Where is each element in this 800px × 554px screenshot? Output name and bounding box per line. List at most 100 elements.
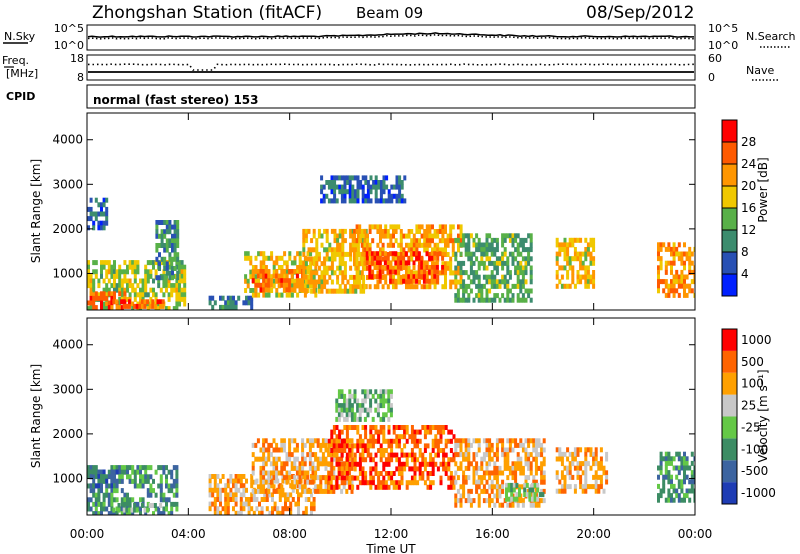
velocity-cell [157,483,161,489]
power-cell [511,256,515,262]
power-cell [412,233,416,239]
power-cell [433,247,437,253]
power-cell [163,261,167,267]
power-cell [425,242,429,248]
power-cell [296,292,300,298]
power-cell [672,246,676,252]
velocity-cell [423,443,427,449]
velocity-cell [475,452,479,458]
velocity-cell [314,475,318,481]
velocity-cell [139,469,142,475]
velocity-cell [105,474,109,480]
power-cell [402,278,406,284]
velocity-cell [213,506,217,512]
velocity-cell [175,483,179,489]
power-cell [163,243,167,248]
velocity-cell [521,465,525,471]
power-cell [399,233,403,239]
power-cell [354,284,358,290]
power-cell [155,220,159,225]
power-cell [386,255,390,261]
velocity-cell [267,456,271,462]
velocity-cell [566,484,570,490]
velocity-cell [423,480,427,486]
power-cell [506,256,510,262]
velocity-cell [337,403,341,409]
power-cell [386,229,390,234]
power-cell [457,224,460,230]
power-cell [363,252,367,257]
power-cell [657,256,660,262]
power-cell [133,292,137,298]
velocity-cell [506,456,510,462]
power-cell [102,278,106,284]
power-cell [415,278,419,284]
velocity-cell [285,461,289,467]
velocity-cell [434,425,438,430]
power-cell [317,284,321,290]
power-cell [165,266,169,271]
velocity-cell [216,506,220,512]
power-cell [415,247,419,253]
velocity-cell [384,412,388,418]
power-cell [576,237,580,243]
velocity-cell [167,511,171,515]
velocity-cell [495,456,499,462]
velocity-cell [219,497,222,502]
velocity-cell [416,480,420,486]
velocity-cell [107,511,111,515]
velocity-cell [324,456,328,462]
velocity-cell [141,474,145,480]
velocity-cell [327,452,331,458]
velocity-cell [276,478,280,484]
velocity-cell [568,470,572,476]
velocity-cell [573,488,577,494]
power-cell [282,278,286,284]
velocity-cell [348,443,352,449]
velocity-cell [348,389,352,395]
velocity-cell [314,438,318,444]
power-cell [102,291,106,297]
velocity-cell [356,475,360,481]
power-cell [336,242,340,248]
velocity-cell [139,474,142,480]
velocity-cell [434,461,438,467]
power-cell [322,184,326,190]
power-cell [431,261,434,267]
velocity-cell [343,475,347,481]
power-cell [405,279,408,285]
power-cell [170,283,174,289]
velocity-cell [239,510,243,515]
power-cell [433,278,437,284]
power-cell [154,292,158,298]
power-cell [250,304,254,310]
power-cell [211,304,215,310]
power-cell [267,282,271,288]
velocity-cell [267,470,271,476]
velocity-cell [122,507,126,513]
power-cell [446,238,450,244]
velocity-cell [442,466,446,472]
velocity-cell [369,389,373,395]
velocity-cell [431,438,435,444]
velocity-cell [475,461,479,467]
power-cell [330,288,334,294]
velocity-cell [589,484,593,490]
power-cell [373,284,377,290]
power-cell [264,292,268,298]
power-cell [430,269,434,275]
velocity-cell [363,398,367,404]
velocity-cell [237,478,241,484]
power-cell [506,260,510,266]
power-cell [407,274,411,280]
power-cell [159,287,163,293]
velocity-cell [371,466,375,472]
velocity-cell [319,475,323,481]
power-cell [102,225,106,231]
power-cell [249,274,253,280]
velocity-cell [361,480,365,486]
power-cell [396,269,400,275]
power-cell [381,251,385,257]
power-cell [133,269,137,275]
velocity-cell [303,488,307,494]
